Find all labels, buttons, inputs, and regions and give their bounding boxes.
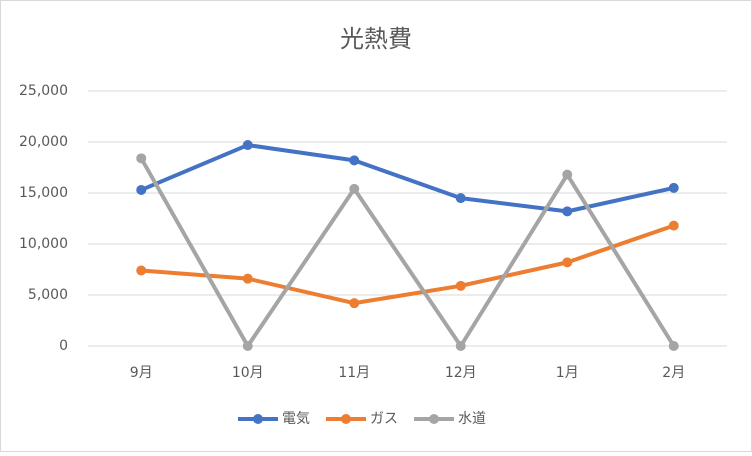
- point: [349, 155, 360, 166]
- point: [562, 206, 573, 217]
- x-tick-label: 1月: [556, 365, 579, 381]
- legend-label: 電気: [282, 411, 310, 427]
- y-tick-label: 10,000: [19, 236, 68, 252]
- point: [455, 280, 466, 291]
- legend-marker: [341, 414, 351, 424]
- series-line: [141, 223, 675, 306]
- point: [455, 193, 466, 204]
- x-tick-label: 2月: [662, 365, 685, 381]
- point: [455, 341, 466, 351]
- y-tick-label: 20,000: [19, 134, 68, 150]
- point: [668, 182, 679, 193]
- legend-label: ガス: [370, 411, 398, 427]
- y-tick-label: 0: [59, 338, 68, 354]
- point: [668, 220, 679, 231]
- point: [136, 265, 147, 276]
- point: [136, 153, 147, 164]
- point: [136, 184, 147, 195]
- point: [562, 257, 573, 268]
- series-line: [140, 143, 675, 214]
- legend-marker: [429, 414, 439, 424]
- point: [242, 273, 253, 284]
- legend-label: 水道: [458, 411, 486, 427]
- y-tick-label: 15,000: [19, 185, 68, 201]
- point: [562, 169, 573, 180]
- y-tick-label: 5,000: [28, 287, 68, 303]
- point: [349, 183, 360, 194]
- series-line: [139, 157, 676, 348]
- point: [242, 140, 253, 151]
- x-tick-label: 12月: [445, 365, 477, 381]
- legend-marker: [253, 414, 263, 424]
- point: [668, 341, 679, 351]
- chart-title: 光熱費: [340, 25, 412, 53]
- x-tick-label: 10月: [232, 365, 264, 381]
- x-tick-label: 9月: [130, 365, 153, 381]
- point: [349, 298, 360, 309]
- x-tick-label: 11月: [338, 365, 370, 381]
- y-tick-label: 25,000: [19, 83, 68, 99]
- point: [242, 341, 253, 351]
